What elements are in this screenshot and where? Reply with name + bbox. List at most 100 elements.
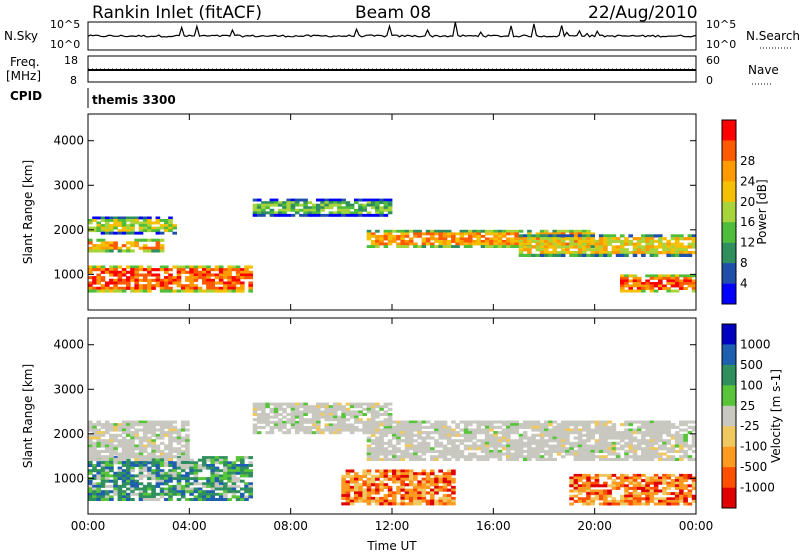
range-gate-cell (96, 469, 101, 473)
range-gate-cell (577, 486, 583, 490)
range-gate-cell (531, 439, 536, 443)
range-gate-cell (497, 237, 503, 241)
range-gate-cell (349, 410, 355, 414)
range-gate-cell (620, 433, 625, 437)
range-gate-cell (404, 483, 410, 487)
range-gate-cell (683, 287, 688, 290)
range-gate-cell (624, 251, 629, 255)
range-gate-cell (586, 492, 591, 496)
range-gate-cell (202, 289, 207, 293)
range-gate-cell (113, 289, 118, 293)
range-gate-cell (155, 455, 161, 459)
range-gate-cell (586, 239, 591, 243)
range-gate-cell (261, 201, 266, 205)
range-gate-cell (582, 447, 587, 451)
range-gate-cell (202, 492, 207, 496)
range-gate-cell (666, 251, 671, 255)
range-gate-cell (434, 483, 439, 487)
range-gate-cell (244, 270, 249, 274)
range-gate-cell (598, 473, 604, 477)
range-gate-cell (159, 289, 165, 293)
range-gate-cell (96, 420, 101, 424)
range-gate-cell (341, 405, 346, 409)
range-gate-cell (683, 444, 688, 448)
range-gate-cell (168, 286, 173, 290)
range-gate-cell (417, 431, 422, 435)
range-gate-cell (387, 444, 393, 448)
range-gate-cell (510, 232, 515, 236)
range-gate-cell (400, 485, 405, 489)
range-gate-cell (666, 423, 671, 427)
range-gate-cell (649, 420, 655, 424)
range-gate-cell (210, 469, 215, 473)
range-gate-cell (126, 231, 131, 235)
nsky-panel: N.Sky 10^5 10^0 10^5 10^0 N.Search (4, 18, 800, 51)
range-gate-cell (679, 441, 684, 445)
range-gate-cell (645, 476, 650, 480)
range-gate-cell (155, 477, 161, 481)
range-gate-cell (113, 270, 118, 274)
range-gate-cell (691, 237, 697, 241)
range-gate-cell (303, 420, 308, 424)
colorbar-swatch (722, 120, 736, 141)
range-gate-cell (248, 492, 253, 496)
range-gate-cell (121, 431, 127, 435)
range-gate-cell (202, 498, 207, 501)
range-gate-cell (560, 248, 566, 252)
range-gate-cell (185, 452, 190, 456)
range-gate-cell (121, 461, 127, 465)
range-gate-cell (172, 276, 177, 280)
range-gate-cell (442, 499, 448, 503)
range-gate-cell (341, 474, 346, 478)
range-gate-cell (159, 490, 165, 494)
range-gate-cell (586, 497, 591, 501)
range-gate-cell (569, 497, 574, 501)
range-gate-cell (366, 457, 372, 461)
range-gate-cell (113, 278, 118, 282)
range-gate-cell (159, 428, 165, 432)
range-gate-cell (598, 489, 604, 493)
range-gate-cell (248, 289, 253, 293)
range-gate-cell (556, 425, 562, 429)
range-gate-cell (400, 245, 405, 248)
range-gate-cell (438, 431, 443, 435)
range-gate-cell (396, 469, 401, 473)
range-gate-cell (480, 420, 486, 424)
range-gate-cell (126, 226, 131, 230)
range-gate-cell (662, 489, 667, 493)
range-gate-cell (227, 474, 232, 478)
colorbar-swatch (722, 385, 736, 406)
range-gate-cell (100, 449, 106, 453)
range-gate-cell (662, 444, 667, 448)
range-gate-cell (425, 425, 431, 429)
range-gate-cell (594, 431, 600, 435)
range-gate-cell (586, 439, 591, 443)
range-gate-cell (130, 444, 135, 448)
range-gate-cell (311, 410, 317, 414)
range-gate-cell (620, 447, 625, 451)
range-gate-cell (294, 198, 300, 202)
range-gate-cell (214, 456, 220, 460)
range-gate-cell (248, 469, 253, 473)
range-gate-cell (252, 407, 258, 411)
nsky-label: N.Sky (4, 29, 38, 43)
range-gate-cell (691, 484, 697, 488)
range-gate-cell (421, 491, 427, 495)
range-gate-cell (113, 471, 118, 475)
range-gate-cell (565, 234, 570, 238)
range-gate-cell (620, 481, 625, 485)
range-gate-cell (383, 485, 389, 489)
colorbar-swatch (722, 446, 736, 468)
range-gate-cell (645, 245, 650, 249)
range-gate-cell (590, 428, 595, 432)
range-gate-cell (679, 436, 684, 440)
range-gate-cell (180, 265, 186, 269)
range-gate-cell (446, 436, 452, 440)
range-gate-cell (387, 502, 393, 506)
range-gate-cell (104, 498, 110, 501)
range-gate-cell (121, 281, 127, 285)
range-gate-cell (501, 242, 507, 246)
range-gate-cell (375, 198, 380, 202)
range-gate-cell (480, 428, 486, 432)
range-gate-cell (370, 410, 376, 414)
